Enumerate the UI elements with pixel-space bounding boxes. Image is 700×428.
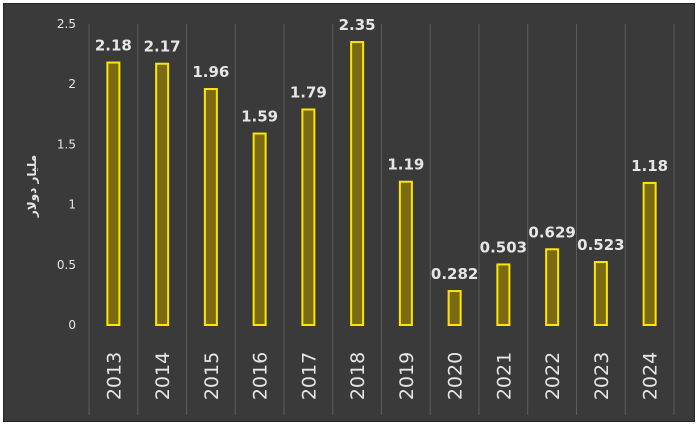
x-tick-label: 2021 <box>493 352 515 400</box>
x-tick-label: 2018 <box>347 352 369 400</box>
x-tick-label: 2024 <box>640 352 662 400</box>
y-tick-label: 2.5 <box>57 17 76 31</box>
data-labels: 2.18 2.171.961.591.792.351.190.2820.5030.… <box>95 16 668 283</box>
x-tick-label: 2017 <box>298 352 320 400</box>
x-axis-ticks: 2013 2014 2015 2016 2017 2018 2019 2020 2021 2022… <box>103 352 661 400</box>
bar <box>252 132 267 326</box>
y-axis-label: مليار دولار <box>25 155 40 218</box>
y-tick-label: 0.5 <box>57 258 76 272</box>
data-label: 2.35 <box>339 16 376 34</box>
data-label: 0.503 <box>480 238 527 256</box>
y-tick-label: 0 <box>68 318 76 332</box>
x-tick-label: 2020 <box>445 352 467 400</box>
bar <box>642 181 657 326</box>
data-label: 0.282 <box>431 265 478 283</box>
data-label: 1.79 <box>290 83 327 101</box>
grid-lines <box>88 24 675 415</box>
data-label: 1.18 <box>631 157 668 175</box>
bar <box>496 263 511 327</box>
data-label: 2.17 <box>144 38 181 56</box>
x-tick-label: 2023 <box>591 352 613 400</box>
y-tick-label: 1.5 <box>57 137 76 151</box>
x-tick-label: 2016 <box>250 352 272 400</box>
y-tick-label: 2 <box>68 77 76 91</box>
bar <box>301 108 316 327</box>
bar <box>545 248 560 326</box>
y-axis-ticks: 0 0.5 1 1.5 2 2.5 <box>57 17 76 332</box>
bar-chart: 0 0.5 1 1.5 2 2.5 2.18 2.17 1.96 1.59 1.79 2.35 1.1… <box>25 16 675 415</box>
x-tick-label: 2022 <box>542 352 564 400</box>
data-label: 0.629 <box>528 223 575 241</box>
bar <box>593 261 608 326</box>
bar <box>106 61 121 326</box>
bar <box>350 41 365 327</box>
x-tick-label: 2014 <box>152 352 174 400</box>
x-tick-label: 2015 <box>201 352 223 400</box>
bars <box>106 41 657 327</box>
data-label: 1.96 <box>192 63 229 81</box>
bar <box>398 180 413 326</box>
data-label: 0.523 <box>577 236 624 254</box>
bar <box>203 88 218 326</box>
x-tick-label: 2019 <box>396 352 418 400</box>
data-label: 2.18 <box>95 37 132 55</box>
data-label: 1.19 <box>387 156 424 174</box>
y-tick-label: 1 <box>68 198 76 212</box>
chart-frame: 0 0.5 1 1.5 2 2.5 2.18 2.17 1.96 1.59 1.79 2.35 1.1… <box>3 3 695 422</box>
bar <box>155 62 170 327</box>
bar <box>447 290 462 327</box>
x-tick-label: 2013 <box>103 352 125 400</box>
data-label: 1.59 <box>241 108 278 126</box>
